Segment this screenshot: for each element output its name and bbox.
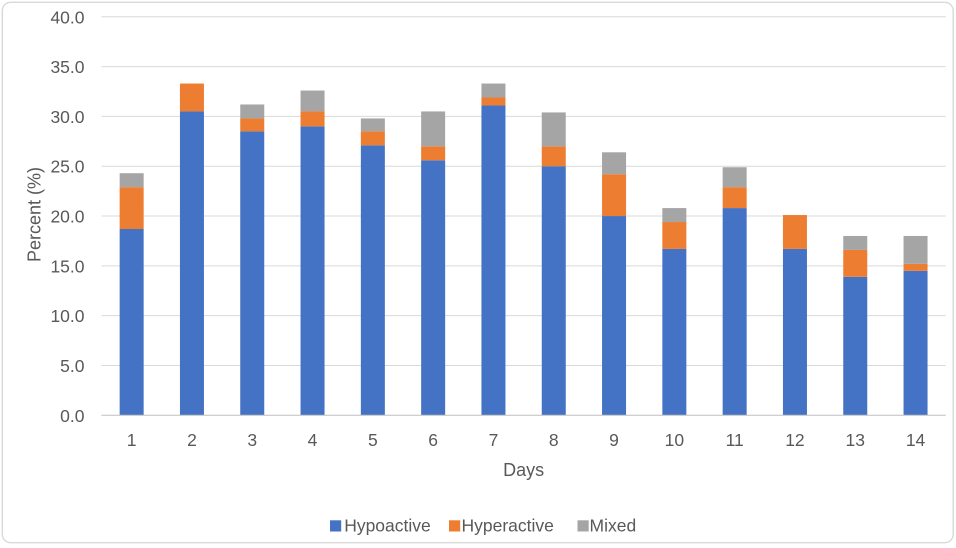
- svg-text:9: 9: [609, 430, 619, 450]
- svg-text:12: 12: [785, 430, 804, 450]
- svg-text:25.0: 25.0: [50, 157, 84, 177]
- svg-text:20.0: 20.0: [50, 207, 84, 227]
- svg-text:35.0: 35.0: [50, 57, 84, 77]
- svg-text:0.0: 0.0: [60, 406, 85, 426]
- svg-text:Percent (%): Percent (%): [25, 167, 45, 262]
- svg-text:40.0: 40.0: [50, 7, 84, 27]
- svg-text:2: 2: [187, 430, 197, 450]
- svg-text:8: 8: [549, 430, 559, 450]
- svg-text:30.0: 30.0: [50, 107, 84, 127]
- svg-text:10: 10: [665, 430, 685, 450]
- svg-text:Hypoactive: Hypoactive: [344, 516, 431, 536]
- svg-text:6: 6: [428, 430, 438, 450]
- svg-text:5: 5: [368, 430, 378, 450]
- svg-text:Mixed: Mixed: [590, 516, 637, 536]
- svg-text:11: 11: [726, 430, 744, 450]
- svg-text:7: 7: [489, 430, 499, 450]
- svg-text:Days: Days: [503, 460, 544, 480]
- svg-text:1: 1: [127, 430, 137, 450]
- svg-text:3: 3: [247, 430, 257, 450]
- svg-text:14: 14: [906, 430, 926, 450]
- svg-text:5.0: 5.0: [60, 356, 85, 376]
- svg-text:15.0: 15.0: [50, 256, 84, 276]
- svg-text:10.0: 10.0: [50, 306, 84, 326]
- svg-text:4: 4: [308, 430, 318, 450]
- svg-text:Hyperactive: Hyperactive: [462, 516, 554, 536]
- svg-text:13: 13: [846, 430, 865, 450]
